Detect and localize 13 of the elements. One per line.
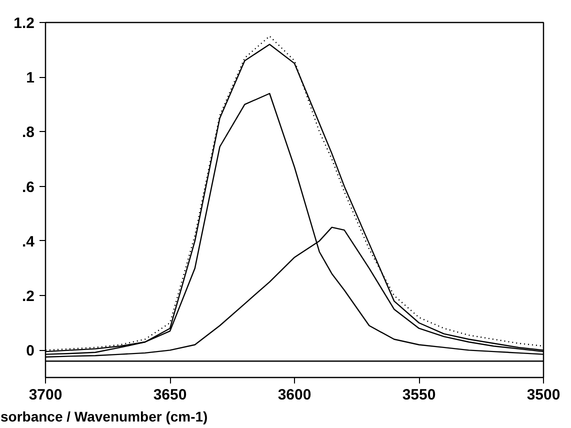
- x-tick-label: 3500: [526, 386, 560, 404]
- x-axis-title: sorbance / Wavenumber (cm-1): [0, 408, 208, 424]
- x-tick-label: 3550: [402, 386, 436, 404]
- y-tick-label: 1.2: [14, 15, 35, 32]
- y-tick-label: .2: [22, 288, 35, 306]
- y-tick-label: 1: [26, 70, 34, 87]
- y-tick-label: 0: [26, 342, 34, 360]
- x-tick-label: 3650: [153, 386, 187, 404]
- y-tick-label: .6: [22, 178, 35, 196]
- x-tick-label: 3600: [278, 386, 312, 404]
- y-tick-label: .4: [22, 233, 36, 250]
- y-tick-label: .8: [22, 124, 35, 142]
- x-tick-label: 3700: [28, 386, 62, 404]
